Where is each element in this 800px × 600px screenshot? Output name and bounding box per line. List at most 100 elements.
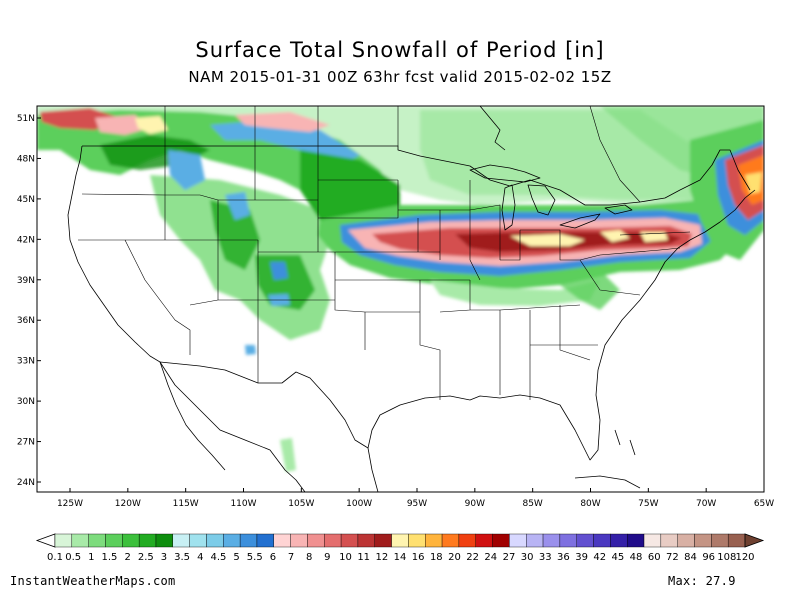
snow-region-band-yellow2	[600, 230, 630, 242]
colorbar-label: 42	[593, 552, 606, 563]
lon-tick-label: 85W	[522, 499, 542, 509]
cuba	[574, 475, 641, 489]
colorbar-label: 14	[394, 552, 407, 563]
colorbar-swatch	[374, 533, 392, 548]
colorbar-label: 16	[412, 552, 425, 563]
colorbar-swatch	[458, 533, 476, 548]
colorbar-label: 18	[430, 552, 443, 563]
us-mexico-border	[159, 361, 369, 449]
colorbar-swatch	[290, 533, 308, 548]
colorbar-labels: 0.1 0.5 1 1.5 2 2.5 3 3.5 4 4.5 5 5.5 6 7 8 9 10 11 12 14 16…	[47, 552, 755, 563]
snow-region-rockies-dark	[210, 200, 260, 270]
longitude-axis: 125W 120W 115W 110W 105W 100W 95W 90W 85W 80W 75W 7…	[57, 488, 774, 509]
baja	[159, 361, 226, 471]
colorbar-swatch	[542, 533, 561, 548]
colorbar-swatch	[155, 533, 174, 548]
lon-tick-label: 90W	[465, 499, 485, 509]
lat-tick-label: 45N	[17, 195, 35, 205]
snow-region-ne-arizona	[245, 345, 256, 355]
snow-region-colorado-blue	[270, 262, 288, 280]
lon-tick-label: 115W	[173, 499, 199, 509]
colorbar-swatch	[425, 533, 443, 548]
colorbar-label: 24	[484, 552, 497, 563]
colorbar-label: 60	[648, 552, 661, 563]
snow-region-dakotas	[300, 150, 400, 220]
colorbar-swatch	[526, 533, 544, 548]
colorbar-label: 39	[575, 552, 588, 563]
colorbar-swatch	[660, 533, 678, 548]
colorbar-label: 45	[612, 552, 625, 563]
colorbar-label: 4	[197, 552, 203, 563]
map-subtitle: NAM 2015-01-31 00Z 63hr fcst valid 2015-…	[188, 68, 612, 86]
colorbar-label: 33	[539, 552, 552, 563]
latitude-axis: 51N 48N 45N 42N 39N 36N 33N 30N 27N 24N	[17, 114, 41, 488]
footer-site: InstantWeatherMaps.com	[10, 574, 176, 588]
colorbar-label: 5	[233, 552, 239, 563]
colorbar-label: 72	[666, 552, 679, 563]
colorbar-label: 84	[684, 552, 697, 563]
colorbar-label: 30	[521, 552, 534, 563]
lon-tick-label: 65W	[754, 499, 774, 509]
colorbar-swatch	[391, 533, 409, 548]
colorbar-label: 2.5	[138, 552, 154, 563]
colorbar-swatch	[54, 533, 73, 548]
lon-tick-label: 95W	[407, 499, 427, 509]
colorbar-swatch	[172, 533, 190, 548]
colorbar-max-arrow	[744, 533, 765, 548]
colorbar-swatch	[256, 533, 274, 548]
colorbar-label: 6	[270, 552, 276, 563]
colorbar-swatch	[643, 533, 662, 548]
lake-michigan	[501, 184, 516, 231]
map-title: Surface Total Snowfall of Period [in]	[195, 38, 605, 62]
lon-tick-label: 105W	[288, 499, 314, 509]
colorbar-label: 120	[735, 552, 754, 563]
us-canada-border	[82, 145, 751, 206]
colorbar-label: 96	[702, 552, 715, 563]
colorbar-swatch	[273, 533, 291, 548]
lon-tick-label: 120W	[115, 499, 141, 509]
colorbar-swatch	[88, 533, 106, 548]
snow-region-wyoming-blue	[225, 192, 250, 220]
lon-tick-label: 75W	[638, 499, 658, 509]
snow-region-band-yellow	[510, 234, 585, 246]
colorbar	[35, 533, 765, 548]
colorbar-label: 108	[717, 552, 736, 563]
lat-tick-label: 33N	[17, 357, 35, 367]
colorbar-swatch	[307, 533, 325, 548]
lon-tick-label: 100W	[346, 499, 372, 509]
colorbar-label: 8	[306, 552, 312, 563]
colorbar-swatch	[122, 533, 140, 548]
colorbar-swatch	[559, 533, 577, 548]
lake-ontario	[604, 204, 633, 215]
colorbar-swatch	[593, 533, 611, 548]
colorbar-swatch	[340, 533, 359, 548]
colorbar-swatch	[206, 533, 224, 548]
snow-region-bc-pink	[235, 112, 330, 132]
colorbar-swatch	[509, 533, 527, 548]
hudson-bay	[479, 106, 506, 151]
colorbar-label: 12	[375, 552, 388, 563]
lon-tick-label: 70W	[696, 499, 716, 509]
colorbar-swatch	[138, 533, 157, 548]
colorbar-swatch	[408, 533, 426, 548]
colorbar-swatch	[239, 533, 258, 548]
lon-tick-label: 125W	[57, 499, 83, 509]
colorbar-label: 27	[503, 552, 516, 563]
colorbar-swatch	[324, 533, 342, 548]
colorbar-swatch	[626, 533, 645, 548]
lake-erie	[559, 213, 601, 229]
mexico-gulf-coast	[367, 447, 379, 492]
colorbar-label: 20	[448, 552, 461, 563]
colorbar-label: 10	[339, 552, 352, 563]
lat-tick-label: 51N	[17, 114, 35, 124]
lake-superior	[469, 164, 541, 183]
colorbar-swatch	[71, 533, 89, 548]
colorbar-swatch	[357, 533, 375, 548]
colorbar-min-arrow	[35, 533, 56, 548]
colorbar-label: 1.5	[102, 552, 118, 563]
colorbar-swatch	[189, 533, 207, 548]
colorbar-swatch	[711, 533, 729, 548]
colorbar-label: 3.5	[174, 552, 190, 563]
colorbar-label: 0.1	[47, 552, 63, 563]
pacific-coast	[67, 145, 161, 363]
